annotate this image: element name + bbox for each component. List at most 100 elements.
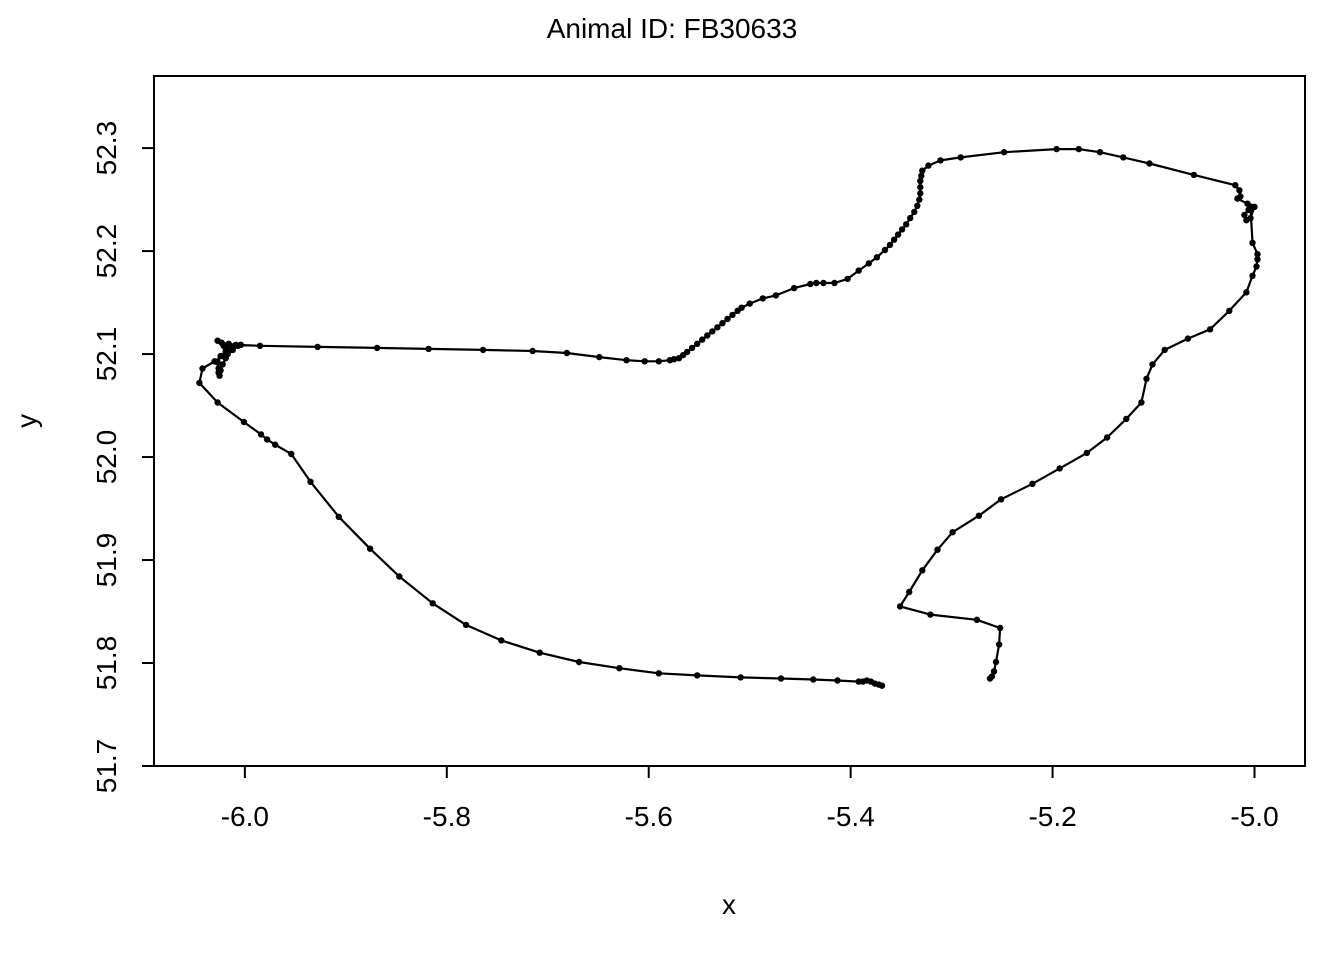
track-point [729, 311, 736, 319]
y-tick-label: 52.0 [91, 430, 122, 485]
track-point [813, 279, 820, 287]
track-point [224, 350, 231, 358]
track-point [373, 344, 381, 352]
track-point [641, 358, 648, 365]
track-point [1243, 289, 1250, 296]
track-point [919, 567, 926, 574]
y-tick-label: 52.1 [91, 327, 122, 382]
track-point [1249, 272, 1256, 279]
track-point [886, 241, 894, 249]
track-point [903, 221, 910, 228]
track-point [890, 236, 898, 243]
track-point [986, 675, 994, 682]
track-point [949, 529, 956, 536]
track-point [896, 603, 904, 610]
track-point [855, 678, 862, 685]
track-point [927, 611, 934, 618]
track-point [232, 341, 239, 348]
track-point [844, 275, 851, 283]
track-point [996, 624, 1004, 632]
y-tick-label: 52.2 [91, 224, 122, 279]
track-point [616, 665, 623, 672]
track-point [536, 649, 543, 656]
track-point [934, 546, 941, 553]
track-point [655, 670, 662, 677]
track-point [1226, 307, 1233, 314]
track-point [975, 512, 983, 519]
track-point [1053, 145, 1060, 153]
track-point [1056, 465, 1063, 472]
track [196, 145, 1261, 689]
track-point [1206, 326, 1214, 333]
plot-frame [153, 75, 1306, 767]
track-point [992, 658, 1000, 666]
track-point [699, 336, 706, 343]
track-point [995, 641, 1003, 648]
y-axis: 51.7 51.8 51.9 52.0 52.1 52.2 52.3 [91, 121, 155, 794]
track-point [214, 359, 221, 366]
track-point [1234, 195, 1241, 202]
track-point [873, 254, 881, 261]
y-tick-label: 51.7 [91, 739, 122, 794]
track-point [709, 328, 716, 335]
track-point [807, 280, 814, 288]
track-point [1254, 256, 1261, 263]
track-point [429, 600, 436, 607]
y-tick-label: 51.8 [91, 636, 122, 691]
chart-title: Animal ID: FB30633 [547, 13, 798, 44]
x-axis-label: x [722, 889, 736, 920]
track-point [917, 190, 924, 197]
track-point [738, 304, 745, 311]
track-point [623, 357, 630, 364]
track-point [834, 677, 841, 684]
track-point [225, 340, 232, 347]
track-point [737, 674, 744, 681]
track-point [914, 202, 921, 209]
track-point [694, 672, 701, 679]
track-point [906, 588, 913, 596]
track-point [997, 496, 1005, 503]
track-point [670, 356, 678, 363]
track-point [894, 231, 902, 238]
track-point [1146, 160, 1153, 167]
track-point [1120, 154, 1127, 161]
track-point [1241, 211, 1248, 219]
track-point [911, 208, 918, 216]
track-point [925, 162, 932, 169]
track-point [256, 342, 264, 349]
track-point [1161, 346, 1168, 354]
track-point [1254, 251, 1261, 258]
track-point [314, 343, 321, 351]
x-tick-label: -5.6 [625, 801, 673, 832]
track-point [596, 353, 603, 361]
x-axis: -6.0 -5.8 -5.6 -5.4 -5.2 -5.0 [221, 765, 1279, 832]
track-point [366, 545, 374, 552]
track-point [1236, 187, 1243, 194]
track-point [1149, 361, 1156, 368]
track-point [810, 676, 817, 683]
track-point [1247, 204, 1254, 211]
track-point [688, 344, 696, 352]
track-point [257, 431, 265, 438]
track-point [759, 295, 766, 302]
y-tick-label: 51.9 [91, 533, 122, 588]
track-point [694, 340, 701, 347]
track-point [655, 358, 662, 365]
track-point [479, 346, 487, 354]
track-point [217, 367, 224, 374]
track-point [229, 346, 236, 354]
track-point [1138, 399, 1145, 406]
track-point [973, 616, 981, 623]
track-point [917, 177, 924, 185]
track-point [831, 279, 838, 287]
track-point [1190, 171, 1198, 179]
track-point [790, 284, 798, 292]
track-point [855, 267, 862, 274]
track-point [216, 372, 223, 379]
track-point [918, 172, 925, 180]
track-line [198, 148, 1259, 687]
track-point [916, 196, 923, 203]
track-point [240, 418, 248, 426]
track-point [865, 260, 872, 267]
track-point [307, 478, 314, 485]
